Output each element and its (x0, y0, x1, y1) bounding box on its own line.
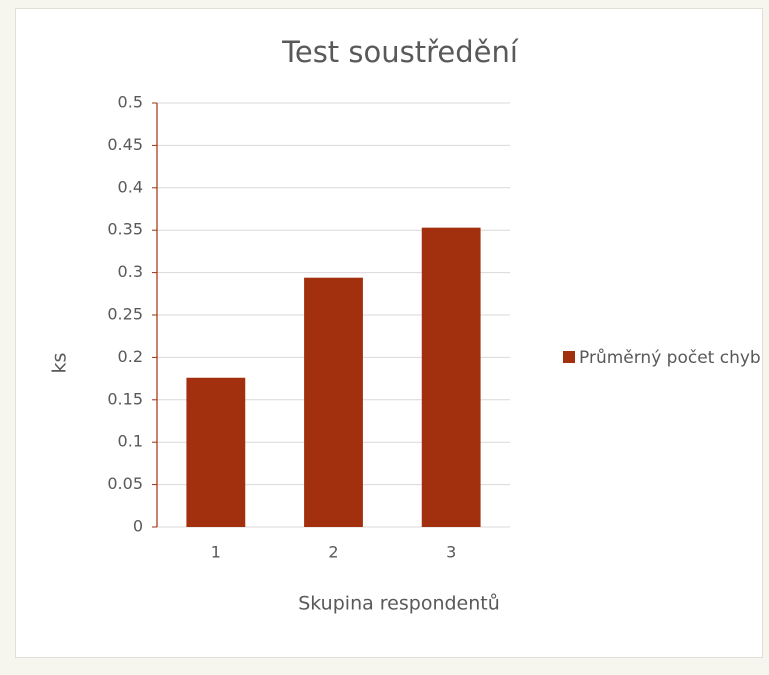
y-tick-label: 0.05 (107, 474, 143, 493)
y-tick-label: 0 (133, 517, 143, 536)
legend-swatch (563, 351, 575, 363)
x-axis-label: Skupina respondentů (298, 593, 500, 615)
legend: Průměrný počet chyb (563, 346, 763, 370)
y-tick-label: 0.45 (107, 135, 143, 154)
chart-frame (15, 8, 763, 658)
x-tick-label: 2 (328, 543, 338, 562)
y-axis-label: ks (49, 353, 71, 374)
y-tick-label: 0.5 (118, 93, 143, 112)
y-tick-label: 0.25 (107, 305, 143, 324)
y-tick-label: 0.3 (118, 262, 143, 281)
y-tick-label: 0.2 (118, 347, 143, 366)
y-tick-label: 0.4 (118, 177, 143, 196)
x-tick-label: 1 (211, 543, 221, 562)
y-tick-label: 0.35 (107, 220, 143, 239)
x-tick-label: 3 (446, 543, 456, 562)
y-tick-label: 0.15 (107, 389, 143, 408)
legend-label: Průměrný počet chyb (579, 348, 761, 368)
chart-title: Test soustředění (281, 35, 519, 69)
bar (186, 377, 246, 527)
bar (304, 277, 363, 527)
y-tick-label: 0.1 (118, 432, 143, 451)
bar (421, 227, 481, 527)
